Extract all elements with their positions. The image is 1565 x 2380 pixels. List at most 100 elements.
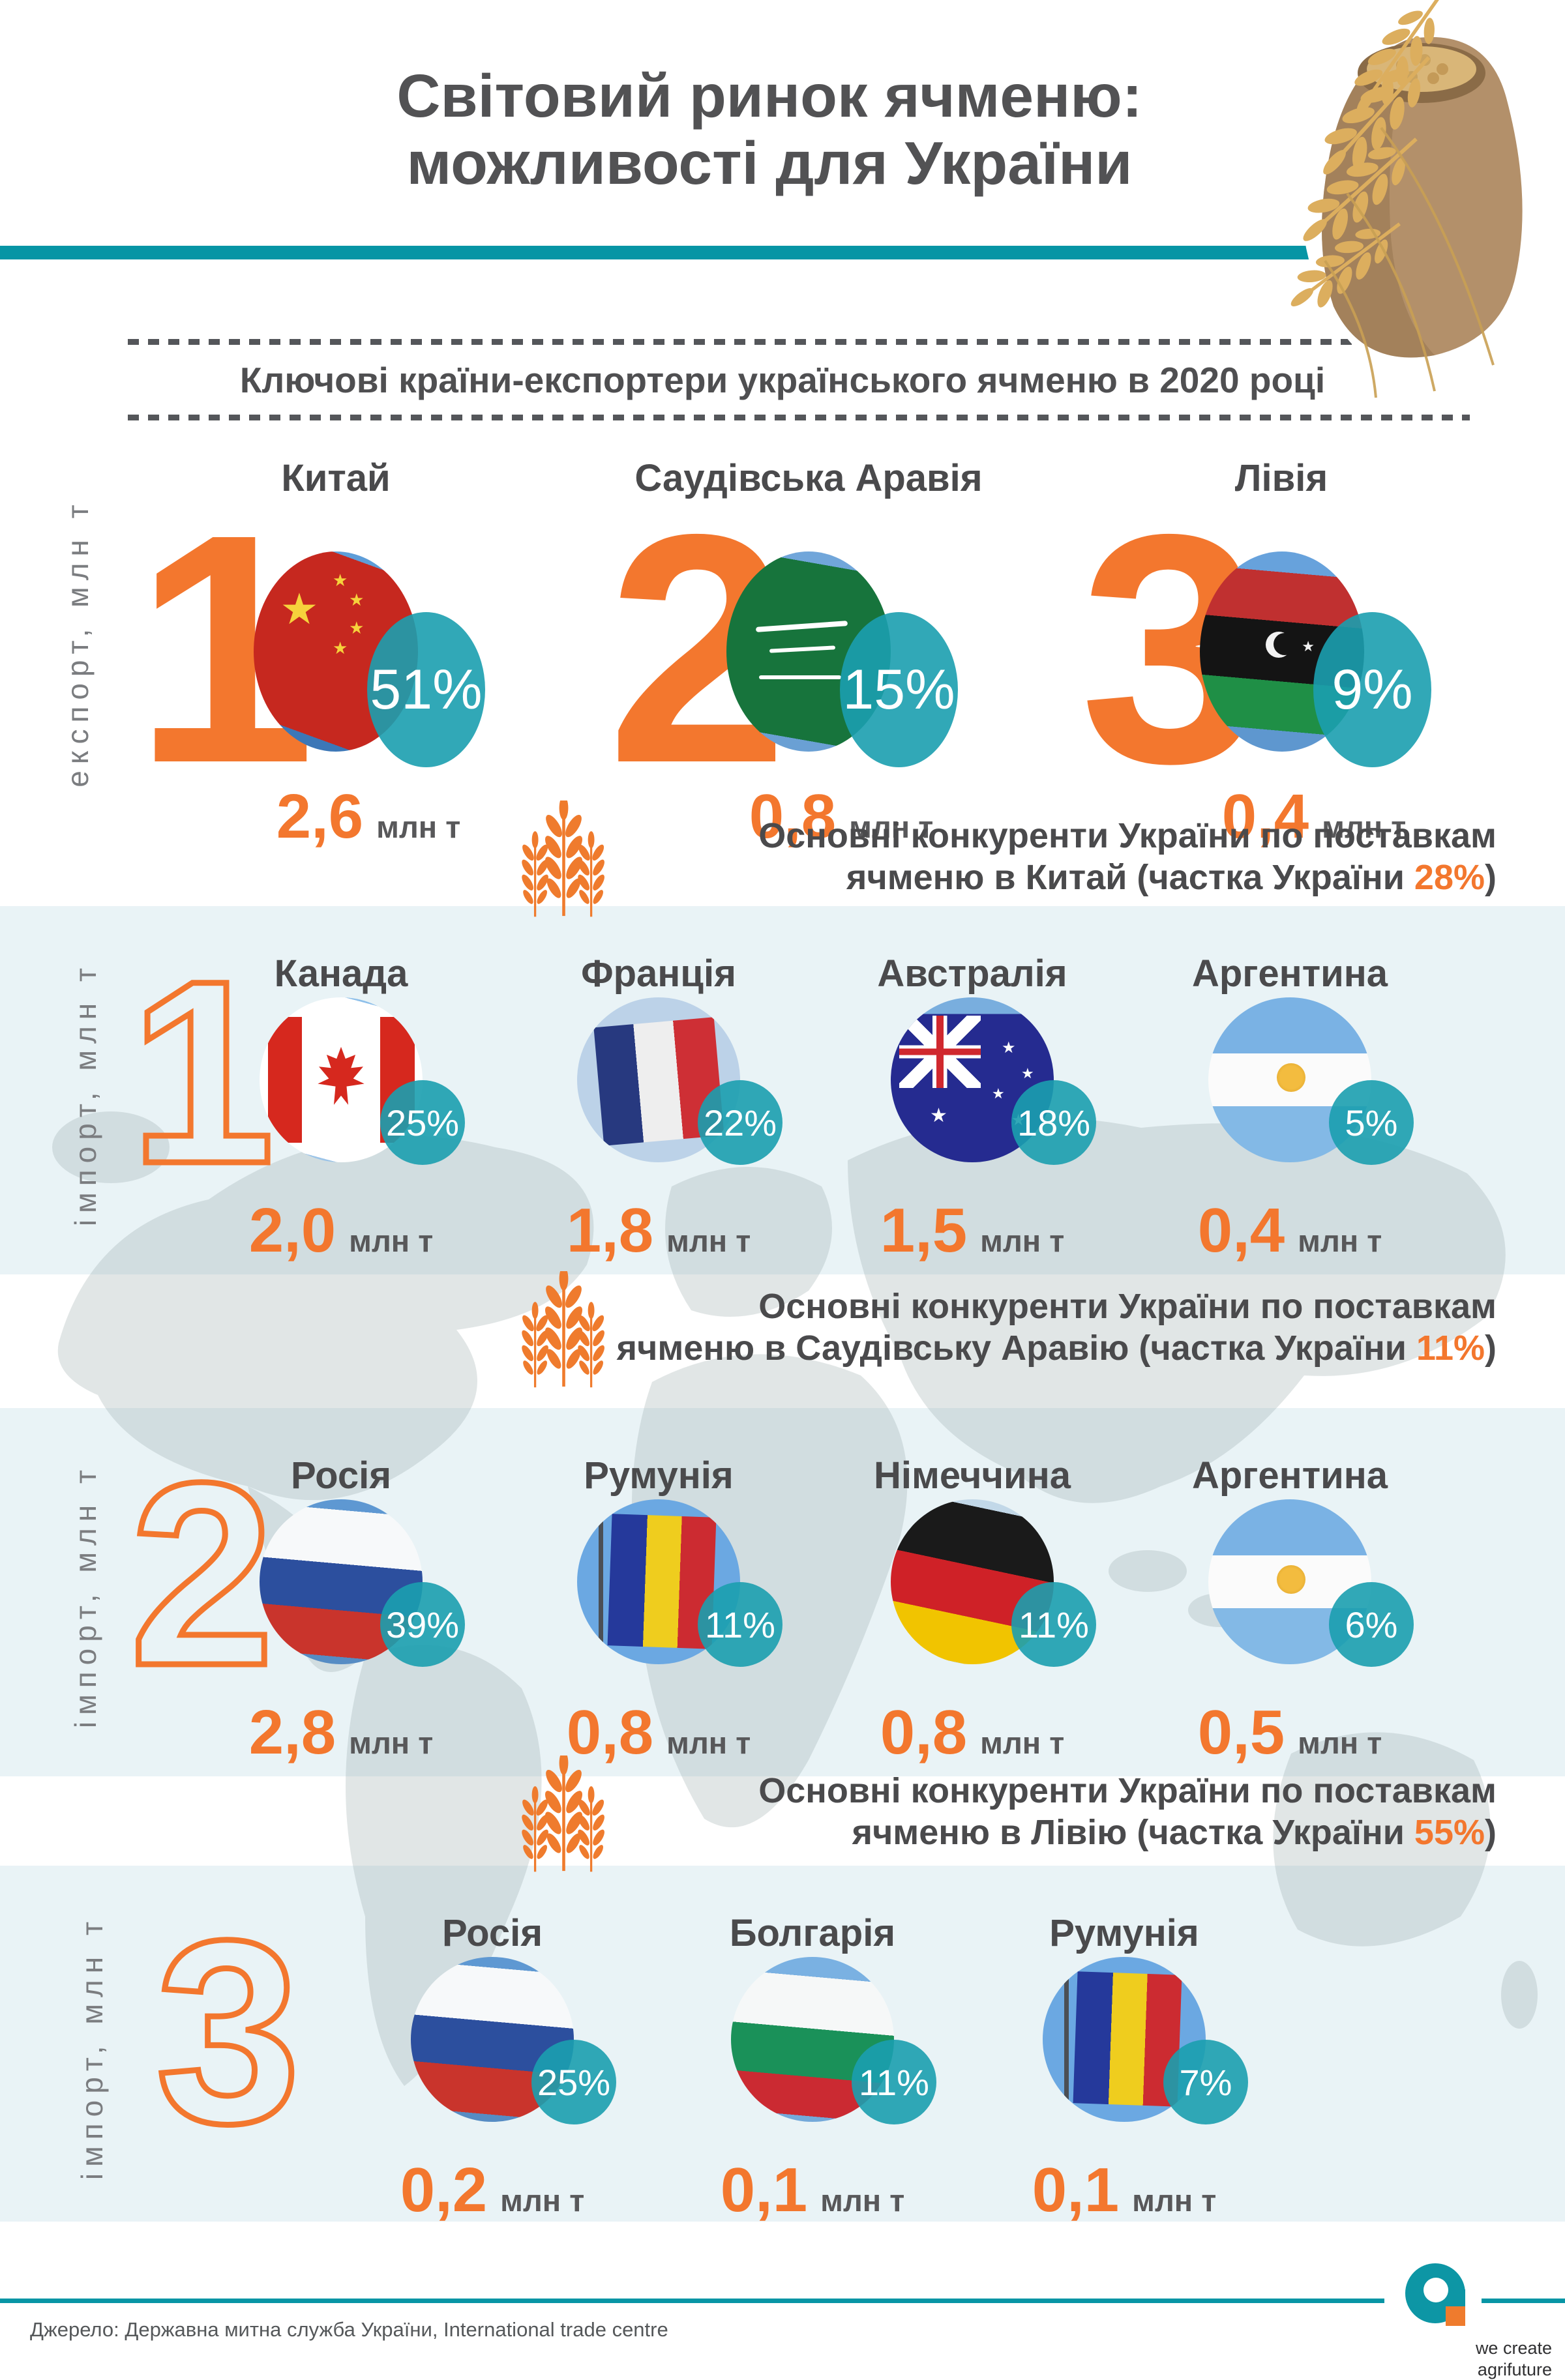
country-name: Німеччина: [873, 1454, 1071, 1497]
share-value: 18%: [1017, 1102, 1091, 1143]
logo-tagline-line-2: agrifuture: [1477, 2360, 1552, 2379]
volume-row: 0,5 млн т: [1081, 1701, 1498, 1764]
country-name: Болгарія: [729, 1912, 896, 1954]
share-bubble: 11%: [1011, 1582, 1096, 1667]
dashed-line-top: [128, 339, 1470, 345]
volume-row: 1,8 млн т: [450, 1199, 867, 1262]
volume-unit: млн т: [980, 1224, 1065, 1258]
share-value: 11%: [1019, 1604, 1089, 1645]
country-name: Росія: [290, 1454, 392, 1497]
country-name: Саудівська Аравія: [634, 457, 983, 499]
wheat-icon: [519, 801, 606, 917]
ukraine-share: 11%: [1416, 1329, 1485, 1368]
note-line-2-close: ): [1485, 1813, 1497, 1852]
note-line-1: Основні конкуренти України по поставкам: [758, 1287, 1497, 1326]
share-value: 11%: [705, 1604, 775, 1645]
footer-divider-left: [0, 2299, 1384, 2303]
share-bubble: 18%: [1011, 1080, 1096, 1165]
note-line-2: ячменю в Саудівську Аравію (частка Украї…: [617, 1327, 1497, 1369]
share-value: 5%: [1345, 1102, 1398, 1143]
note-line-2-text: ячменю в Лівію (частка України: [852, 1813, 1414, 1852]
country-name: Румунія: [584, 1454, 734, 1497]
share-bubble: 11%: [852, 2040, 936, 2124]
country-name: Румунія: [1049, 1912, 1199, 1954]
share-bubble: 5%: [1329, 1080, 1414, 1165]
volume-value: 2,0: [248, 1196, 336, 1265]
source-text: Джерело: Державна митна служба України, …: [30, 2318, 668, 2341]
rank-number: 3: [153, 1886, 303, 2177]
country-name: Австралія: [877, 952, 1067, 995]
import-axis-label: імпорт, млн т: [75, 1915, 109, 2181]
share-value: 7%: [1179, 2061, 1232, 2103]
volume-value: 0,4: [1221, 782, 1309, 851]
volume-row: 2,8 млн т: [132, 1701, 550, 1764]
ukraine-share: 28%: [1414, 858, 1485, 897]
note-line-2: ячменю в Лівію (частка України 55%): [758, 1812, 1497, 1853]
note-line-2-close: ): [1485, 1329, 1497, 1368]
note-line-1: Основні конкуренти України по поставкам: [758, 816, 1497, 855]
share-value: 22%: [703, 1102, 777, 1143]
volume-unit: млн т: [849, 810, 934, 844]
share-bubble: 15%: [840, 612, 958, 767]
import-axis-label: імпорт, млн т: [68, 1463, 102, 1729]
note-line-2: ячменю в Китай (частка України 28%): [758, 857, 1497, 898]
footer-divider-right: [1482, 2299, 1565, 2303]
competitors-note-libya: Основні конкуренти України по поставкам …: [758, 1770, 1497, 1853]
competitors-note-china: Основні конкуренти України по поставкам …: [758, 815, 1497, 898]
teal-divider-bar: [0, 246, 1565, 259]
export-axis-label: експорт, млн т: [61, 498, 95, 787]
volume-row: 1,5 млн т: [764, 1199, 1181, 1262]
volume-value: 0,2: [400, 2155, 488, 2225]
volume-unit: млн т: [1322, 810, 1407, 844]
share-value: 25%: [385, 1102, 460, 1143]
volume-unit: млн т: [666, 1726, 751, 1760]
volume-value: 2,6: [276, 782, 364, 851]
volume-value: 0,1: [1032, 2155, 1120, 2225]
country-name: Франція: [581, 952, 736, 995]
title-line-2: можливості для України: [406, 129, 1133, 197]
share-bubble: 25%: [380, 1080, 465, 1165]
page-title: Світовий ринок ячменю: можливості для Ук…: [222, 63, 1317, 197]
share-value: 39%: [385, 1604, 460, 1645]
country-name: Лівія: [1234, 457, 1328, 499]
share-value: 25%: [537, 2061, 611, 2103]
share-bubble: 9%: [1313, 612, 1431, 767]
volume-value: 0,4: [1197, 1196, 1285, 1265]
volume-row: 0,1 млн т: [916, 2159, 1333, 2222]
share-bubble: 51%: [367, 612, 485, 767]
volume-unit: млн т: [349, 1726, 434, 1760]
volume-row: 2,0 млн т: [132, 1199, 550, 1262]
note-line-2-text: ячменю в Саудівську Аравію (частка Украї…: [616, 1329, 1416, 1368]
volume-unit: млн т: [349, 1224, 434, 1258]
volume-value: 1,5: [880, 1196, 968, 1265]
volume-value: 0,5: [1197, 1697, 1285, 1767]
volume-row: 0,8 млн т: [764, 1701, 1181, 1764]
country-name: Аргентина: [1191, 952, 1388, 995]
share-value: 11%: [859, 2061, 929, 2103]
volume-row: 0,2 млн т: [284, 2159, 701, 2222]
volume-unit: млн т: [666, 1224, 751, 1258]
title-line-1: Світовий ринок ячменю:: [396, 62, 1142, 130]
logo-tagline: we create agrifuture: [1311, 2338, 1552, 2380]
volume-value: 0,8: [880, 1697, 968, 1767]
ukraine-share: 55%: [1414, 1813, 1485, 1852]
import-axis-label: імпорт, млн т: [68, 961, 102, 1227]
share-value: 9%: [1332, 658, 1413, 721]
volume-row: 0,4 млн т: [1081, 1199, 1498, 1262]
volume-row: 0,8 млн т: [633, 786, 1050, 848]
share-bubble: 6%: [1329, 1582, 1414, 1667]
logo-tagline-line-1: we create: [1475, 2338, 1552, 2358]
competitors-note-saudi-arabia: Основні конкуренти України по поставкам …: [617, 1285, 1497, 1369]
share-bubble: 22%: [698, 1080, 782, 1165]
country-name: Росія: [441, 1912, 543, 1954]
share-bubble: 11%: [698, 1582, 782, 1667]
volume-unit: млн т: [1298, 1726, 1382, 1760]
volume-value: 0,8: [566, 1697, 654, 1767]
volume-unit: млн т: [376, 810, 461, 844]
volume-value: 2,8: [248, 1697, 336, 1767]
note-line-2-text: ячменю в Китай (частка України: [846, 858, 1414, 897]
country-name: Китай: [281, 457, 391, 499]
section-header: Ключові країни-експортери українського я…: [239, 360, 1326, 400]
dashed-line-bottom: [128, 415, 1470, 420]
volume-value: 1,8: [566, 1196, 654, 1265]
